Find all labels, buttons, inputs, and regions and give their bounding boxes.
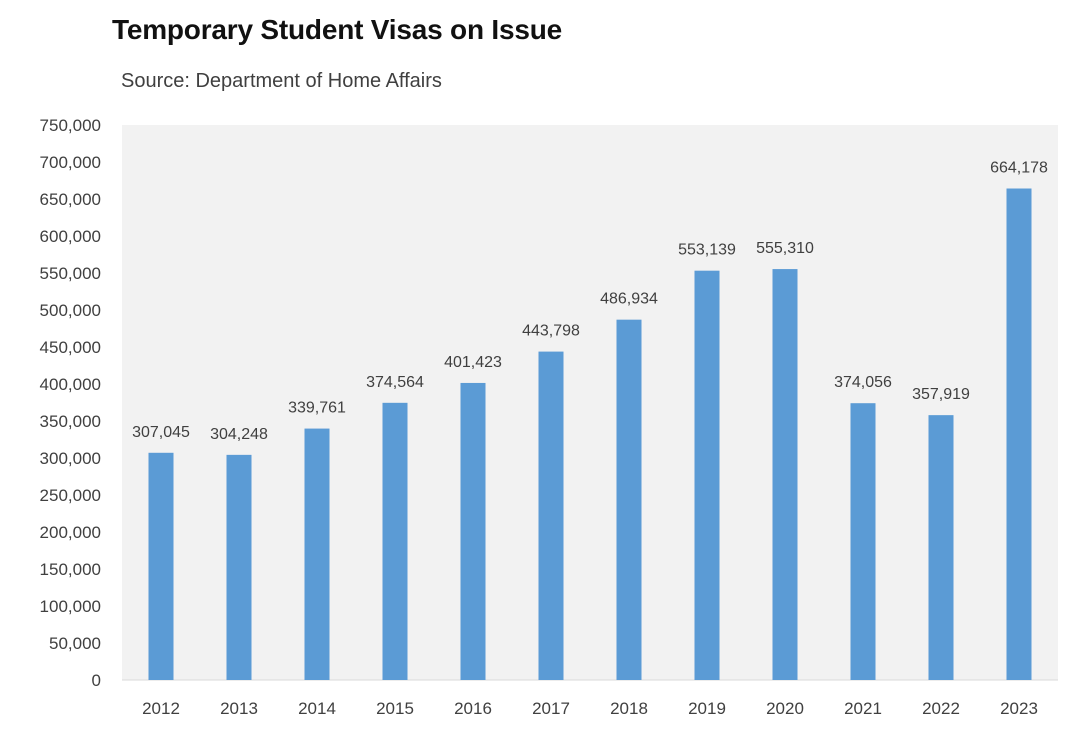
y-tick-label: 50,000 (49, 634, 101, 653)
data-label-2021: 374,056 (834, 374, 892, 391)
y-tick-label: 550,000 (40, 264, 101, 283)
y-tick-label: 100,000 (40, 597, 101, 616)
y-tick-label: 250,000 (40, 486, 101, 505)
x-tick-label-2012: 2012 (142, 699, 180, 718)
y-tick-label: 500,000 (40, 301, 101, 320)
bar-2013 (226, 454, 252, 680)
y-tick-label: 650,000 (40, 190, 101, 209)
x-tick-label-2013: 2013 (220, 699, 258, 718)
plot-area (122, 125, 1058, 680)
data-label-2015: 374,564 (366, 374, 424, 391)
bar-2021 (850, 403, 876, 680)
data-label-2018: 486,934 (600, 291, 658, 308)
bar-2019 (694, 270, 720, 680)
chart-title: Temporary Student Visas on Issue (112, 14, 563, 45)
data-label-2016: 401,423 (444, 354, 502, 371)
chart-subtitle: Source: Department of Home Affairs (121, 70, 442, 92)
x-tick-label-2021: 2021 (844, 699, 882, 718)
data-label-2020: 555,310 (756, 240, 814, 257)
x-tick-label-2016: 2016 (454, 699, 492, 718)
data-label-2014: 339,761 (288, 400, 346, 417)
y-tick-label: 700,000 (40, 153, 101, 172)
x-tick-label-2017: 2017 (532, 699, 570, 718)
bar-2017 (538, 351, 564, 680)
data-label-2019: 553,139 (678, 242, 736, 259)
y-tick-label: 600,000 (40, 227, 101, 246)
data-label-2012: 307,045 (132, 424, 190, 441)
x-tick-label-2022: 2022 (922, 699, 960, 718)
bar-2018 (616, 319, 642, 680)
data-label-2013: 304,248 (210, 426, 268, 443)
data-label-2017: 443,798 (522, 323, 580, 340)
data-label-2022: 357,919 (912, 386, 970, 403)
x-tick-label-2020: 2020 (766, 699, 804, 718)
x-tick-label-2014: 2014 (298, 699, 336, 718)
y-tick-label: 300,000 (40, 449, 101, 468)
y-tick-label: 450,000 (40, 338, 101, 357)
bar-2016 (460, 382, 486, 680)
y-tick-label: 200,000 (40, 523, 101, 542)
bar-2015 (382, 402, 408, 680)
bar-2012 (148, 452, 174, 680)
y-tick-label: 750,000 (40, 116, 101, 135)
y-tick-label: 350,000 (40, 412, 101, 431)
x-tick-label-2015: 2015 (376, 699, 414, 718)
y-tick-label: 400,000 (40, 375, 101, 394)
data-label-2023: 664,178 (990, 160, 1048, 177)
y-tick-label: 0 (92, 671, 101, 690)
bar-2020 (772, 269, 798, 680)
bar-2014 (304, 428, 330, 680)
bar-2022 (928, 415, 954, 680)
x-tick-label-2023: 2023 (1000, 699, 1038, 718)
x-tick-label-2019: 2019 (688, 699, 726, 718)
x-tick-label-2018: 2018 (610, 699, 648, 718)
bar-2023 (1006, 188, 1032, 680)
y-tick-label: 150,000 (40, 560, 101, 579)
